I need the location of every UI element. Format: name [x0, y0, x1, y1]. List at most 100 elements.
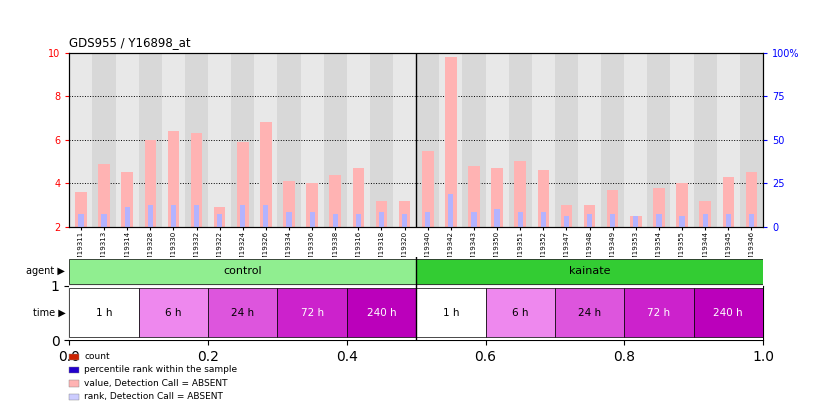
Bar — [148, 205, 153, 227]
Bar — [425, 211, 430, 227]
Bar — [671, 53, 694, 227]
Bar — [699, 201, 711, 227]
Bar — [324, 53, 347, 227]
Bar — [445, 57, 457, 227]
Bar — [538, 170, 549, 227]
Bar — [370, 53, 393, 227]
Bar — [633, 216, 638, 227]
Bar — [356, 214, 361, 227]
Bar — [630, 216, 641, 227]
Text: percentile rank within the sample: percentile rank within the sample — [84, 365, 237, 374]
Bar — [333, 214, 338, 227]
Bar — [561, 205, 572, 227]
Text: 72 h: 72 h — [300, 308, 324, 318]
Bar — [653, 188, 665, 227]
Bar — [283, 181, 295, 227]
Bar — [725, 214, 731, 227]
Bar — [494, 209, 499, 227]
Bar — [347, 288, 416, 337]
Bar — [578, 53, 601, 227]
Bar — [217, 214, 222, 227]
Bar — [277, 53, 300, 227]
Bar — [703, 214, 707, 227]
Bar — [306, 183, 318, 227]
Bar — [514, 162, 526, 227]
Bar — [624, 53, 647, 227]
Bar — [171, 205, 176, 227]
Bar — [69, 288, 139, 337]
Bar — [749, 214, 754, 227]
Bar — [491, 168, 503, 227]
Bar — [601, 53, 624, 227]
Text: kainate: kainate — [569, 266, 610, 276]
Bar — [555, 53, 578, 227]
Bar — [393, 53, 416, 227]
Bar — [208, 53, 231, 227]
Bar — [610, 214, 615, 227]
Bar — [607, 190, 619, 227]
Bar — [185, 53, 208, 227]
Bar — [347, 53, 370, 227]
Bar — [746, 173, 757, 227]
Bar — [122, 173, 133, 227]
Bar — [399, 201, 410, 227]
Bar — [463, 53, 486, 227]
Bar — [75, 192, 86, 227]
Bar — [167, 131, 180, 227]
Bar — [78, 214, 83, 227]
Bar — [375, 201, 388, 227]
Bar — [422, 151, 433, 227]
Text: agent ▶: agent ▶ — [26, 266, 65, 276]
Bar — [231, 53, 255, 227]
Text: 6 h: 6 h — [165, 308, 182, 318]
Bar — [194, 205, 199, 227]
Bar — [255, 53, 277, 227]
Bar — [125, 207, 130, 227]
Bar — [214, 207, 225, 227]
Text: 24 h: 24 h — [231, 308, 255, 318]
Bar — [208, 288, 277, 337]
Bar — [517, 211, 523, 227]
Bar — [277, 288, 347, 337]
Bar — [694, 53, 716, 227]
Bar — [416, 288, 486, 337]
Text: rank, Detection Call = ABSENT: rank, Detection Call = ABSENT — [84, 392, 223, 401]
Bar — [624, 288, 694, 337]
Text: value, Detection Call = ABSENT: value, Detection Call = ABSENT — [84, 379, 228, 388]
Bar — [92, 53, 116, 227]
Bar — [448, 194, 454, 227]
Bar — [144, 140, 156, 227]
Text: 240 h: 240 h — [713, 308, 743, 318]
Bar — [286, 211, 291, 227]
Text: 1 h: 1 h — [95, 308, 113, 318]
Bar — [694, 288, 763, 337]
Bar — [676, 183, 688, 227]
Bar — [98, 164, 110, 227]
Bar — [260, 122, 272, 227]
Bar — [416, 53, 439, 227]
Bar — [101, 214, 107, 227]
Bar — [237, 142, 249, 227]
Bar — [656, 214, 662, 227]
Bar — [264, 205, 268, 227]
Bar — [486, 288, 555, 337]
Text: 1 h: 1 h — [442, 308, 459, 318]
Bar — [300, 53, 324, 227]
Bar — [508, 53, 532, 227]
Text: 240 h: 240 h — [366, 308, 397, 318]
Bar — [583, 205, 596, 227]
Bar — [532, 53, 555, 227]
Bar — [716, 53, 740, 227]
Bar — [472, 211, 477, 227]
Bar — [379, 211, 384, 227]
Bar — [69, 259, 416, 284]
Bar — [486, 53, 508, 227]
Bar — [555, 288, 624, 337]
Text: count: count — [84, 352, 109, 361]
Bar — [722, 177, 734, 227]
Bar — [439, 53, 463, 227]
Bar — [309, 211, 315, 227]
Bar — [191, 133, 202, 227]
Bar — [647, 53, 671, 227]
Bar — [69, 53, 92, 227]
